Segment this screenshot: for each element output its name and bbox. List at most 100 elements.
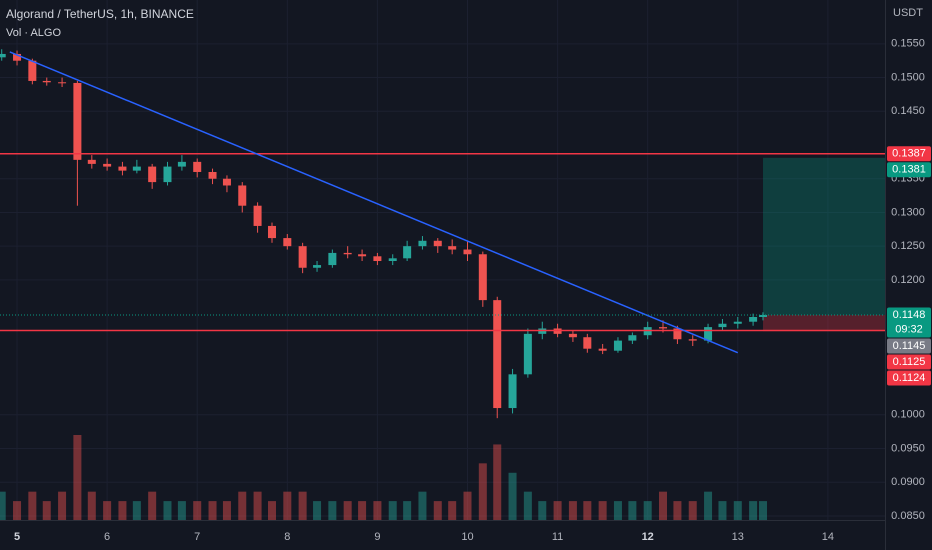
x-tick-label: 9 [374,531,380,543]
volume-bar [87,491,96,520]
volume-bar [343,501,352,520]
price-label: 0.1145 [893,340,926,352]
volume-bar [613,501,622,520]
candle-body [73,82,82,160]
candle-body [148,166,157,183]
candle-body [583,337,592,349]
candle-body [493,300,502,409]
volume-bar [238,491,247,520]
volume-bar [688,501,697,520]
price-label: 0.1125 [893,356,926,368]
candle-body [478,254,487,301]
candle-body [628,335,637,341]
candle-body [433,240,442,247]
volume-bar [132,501,141,520]
candle-body [343,252,352,255]
candle-body [328,252,337,266]
candle-body [358,254,367,257]
price-label-bg [887,338,931,354]
candle-body [659,327,668,329]
volume-bar [388,501,397,520]
candle-body [688,339,697,341]
candle-body [463,249,472,255]
volume-bar [267,501,276,520]
volume-bar [643,501,652,520]
candle-body [704,327,713,341]
y-tick-label: 0.0950 [891,442,925,454]
volume-bar [628,501,637,520]
trendline [9,51,739,354]
y-tick-label: 0.1000 [891,409,925,421]
candle-body [253,205,262,226]
candle-body [267,225,276,239]
volume-bar [448,501,457,520]
y-tick-label: 0.0900 [891,476,925,488]
x-tick-label: 5 [14,531,20,543]
volume-bar [568,501,577,520]
volume-bar [433,501,442,520]
candle-body [749,316,758,322]
y-tick-label: 0.1250 [891,240,925,252]
candle-body [177,161,186,167]
volume-bar [704,491,713,520]
volume-bar [73,435,82,520]
candle-body [373,256,382,262]
volume-bar [298,491,307,520]
candle-body [283,238,292,247]
candle-body [58,82,67,84]
candle-body [163,166,172,183]
volume-bar [222,501,231,520]
volume-bar [673,501,682,520]
x-tick-label: 10 [461,531,473,543]
volume-bar [313,501,322,520]
candle-body [87,159,96,164]
position [763,157,885,332]
candle-body [298,246,307,268]
candle-body [42,80,51,83]
volume-bar [523,491,532,520]
volume-bar [749,501,758,520]
x-tick-label: 8 [284,531,290,543]
volume-bar [403,501,412,520]
candle-body [28,60,37,81]
candle-body [568,333,577,338]
candle-body [448,246,457,250]
y-tick-label: 0.1550 [891,38,925,50]
volume-bar [493,444,502,520]
volume-bar [253,491,262,520]
volume-bar [103,501,112,520]
volume-bar [177,501,186,520]
volume-bar [13,501,22,520]
price-label: 0.1381 [892,164,926,176]
x-tick-label: 14 [822,531,834,543]
volume-bar [659,491,668,520]
price-label-bg [887,354,931,370]
countdown: 09:32 [895,323,923,335]
volume-bar [718,501,727,520]
candle-body [673,328,682,340]
x-tick-label: 11 [552,531,563,543]
candle-body [613,340,622,351]
candle-body [403,246,412,259]
candle-body [418,240,427,247]
candle-body [313,265,322,268]
volume-bar [759,501,768,520]
volume-bar [463,491,472,520]
candle-body [733,321,742,324]
stop-zone [763,314,885,332]
volume-bar [508,472,517,520]
price-label: 0.1124 [893,372,926,384]
y-tick-label: 0.1300 [891,206,925,218]
volume-bar [283,491,292,520]
price-label-bg [887,146,931,162]
chart-title: Algorand / TetherUS, 1h, BINANCE [6,7,194,21]
grid [0,0,885,520]
candle-body [193,161,202,172]
volume-bar [553,501,562,520]
price-label-bg [887,307,931,338]
volume-bar [358,501,367,520]
candle-body [208,171,217,179]
volume-bar [583,501,592,520]
